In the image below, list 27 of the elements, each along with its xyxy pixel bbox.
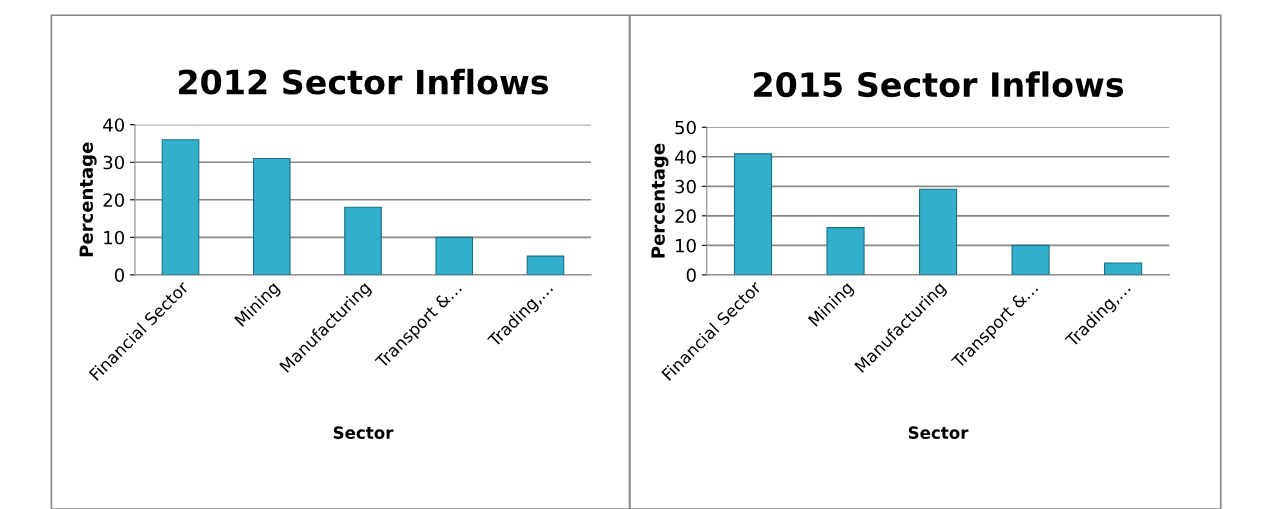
bar [733, 153, 773, 275]
bar [526, 255, 565, 275]
y-tick-label: 40 [674, 150, 696, 164]
bar [1104, 262, 1143, 275]
y-tick-label: 10 [676, 238, 696, 253]
x-axis-title: Sector [333, 426, 394, 439]
y-tick-label: 30 [103, 155, 124, 170]
y-tick-label: 10 [104, 230, 124, 245]
bar [1011, 244, 1050, 275]
x-axis-title: Sector [908, 426, 969, 439]
y-axis-title: Percentage [651, 143, 669, 258]
chart-title: 2015 Sector Inflows [754, 71, 1124, 98]
y-tick-label: 40 [103, 118, 124, 132]
y-tick-label: 20 [103, 193, 124, 207]
bar [344, 206, 382, 275]
bar [161, 139, 200, 275]
bar [435, 236, 474, 275]
y-tick-label: 50 [675, 120, 696, 135]
bar [918, 188, 958, 275]
y-axis-title: Percentage [79, 142, 97, 257]
bar [826, 227, 865, 275]
chart-title: 2012 Sector Inflows [179, 68, 549, 95]
y-tick-label: 30 [675, 179, 696, 194]
y-tick-label: 0 [686, 268, 696, 282]
y-tick-label: 0 [114, 268, 124, 282]
bar [252, 157, 291, 275]
y-tick-label: 20 [675, 209, 696, 223]
